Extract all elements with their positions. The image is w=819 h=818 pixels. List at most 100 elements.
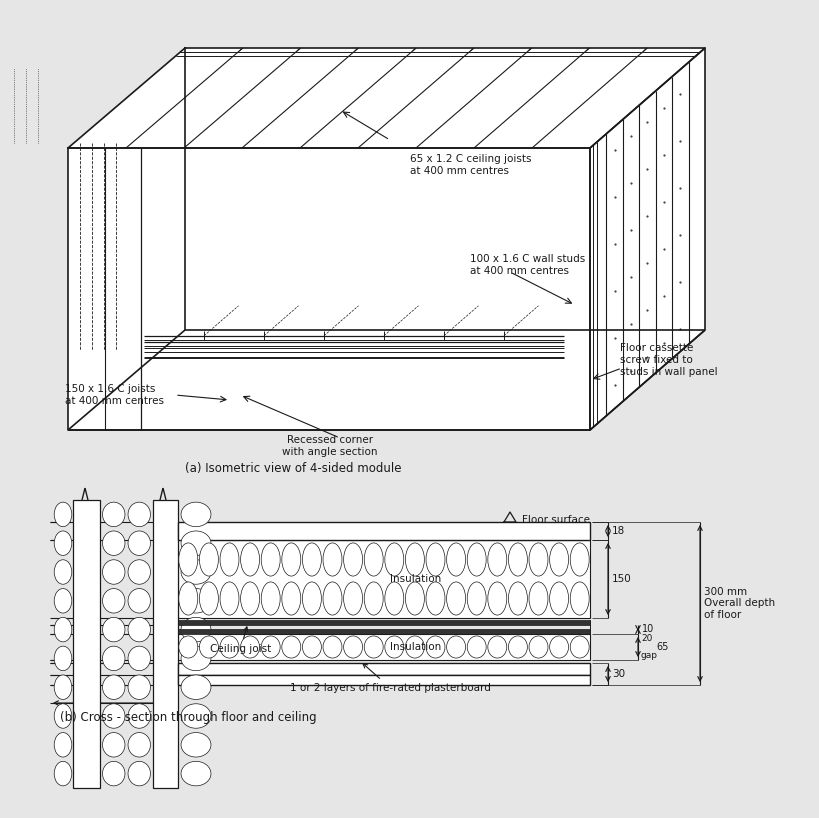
Ellipse shape <box>528 582 547 615</box>
Text: 1 or 2 layers of fire-rated plasterboard: 1 or 2 layers of fire-rated plasterboard <box>290 663 491 693</box>
Bar <box>178 634 590 660</box>
Ellipse shape <box>102 502 124 527</box>
Text: Floor cassette
screw fixed to
studs in wall panel: Floor cassette screw fixed to studs in w… <box>619 344 717 376</box>
Text: 150: 150 <box>611 574 631 584</box>
Ellipse shape <box>323 636 342 658</box>
Ellipse shape <box>179 582 197 615</box>
Text: Recessed corner
with angle section: Recessed corner with angle section <box>282 435 378 456</box>
Ellipse shape <box>128 589 151 613</box>
Ellipse shape <box>128 762 151 786</box>
Ellipse shape <box>508 543 527 576</box>
Ellipse shape <box>199 543 218 576</box>
Ellipse shape <box>181 589 210 613</box>
Ellipse shape <box>54 531 72 555</box>
Ellipse shape <box>128 703 151 728</box>
Ellipse shape <box>343 582 362 615</box>
Ellipse shape <box>54 560 72 584</box>
Ellipse shape <box>302 543 321 576</box>
Ellipse shape <box>240 543 260 576</box>
Ellipse shape <box>128 646 151 671</box>
Ellipse shape <box>181 703 210 728</box>
Ellipse shape <box>128 733 151 757</box>
Ellipse shape <box>181 675 210 699</box>
Ellipse shape <box>54 618 72 642</box>
Polygon shape <box>68 148 590 430</box>
Text: 20: 20 <box>640 634 652 643</box>
Ellipse shape <box>467 582 486 615</box>
Text: (a) Isometric view of 4-sided module: (a) Isometric view of 4-sided module <box>185 462 401 475</box>
Ellipse shape <box>343 543 362 576</box>
Ellipse shape <box>302 636 321 658</box>
Ellipse shape <box>343 636 362 658</box>
Ellipse shape <box>128 531 151 555</box>
Ellipse shape <box>240 582 260 615</box>
Ellipse shape <box>261 582 280 615</box>
Ellipse shape <box>102 733 124 757</box>
Text: 300 mm
Overall depth
of floor: 300 mm Overall depth of floor <box>704 587 774 620</box>
Ellipse shape <box>54 762 72 786</box>
Text: (b) Cross - section through floor and ceiling: (b) Cross - section through floor and ce… <box>60 711 316 724</box>
Ellipse shape <box>181 560 210 584</box>
Ellipse shape <box>219 636 238 658</box>
Ellipse shape <box>54 589 72 613</box>
Ellipse shape <box>179 543 197 576</box>
Ellipse shape <box>181 531 210 555</box>
Text: 65: 65 <box>655 642 667 652</box>
Ellipse shape <box>102 703 124 728</box>
Ellipse shape <box>405 582 424 615</box>
Ellipse shape <box>487 636 506 658</box>
Bar <box>178 675 590 685</box>
Text: 300: 300 <box>103 709 124 719</box>
Ellipse shape <box>446 582 465 615</box>
Ellipse shape <box>405 543 424 576</box>
Text: 18: 18 <box>611 526 624 536</box>
Ellipse shape <box>102 589 124 613</box>
Text: 30: 30 <box>611 669 624 679</box>
Ellipse shape <box>446 636 465 658</box>
Ellipse shape <box>219 582 238 615</box>
Ellipse shape <box>364 636 382 658</box>
Ellipse shape <box>181 733 210 757</box>
Ellipse shape <box>323 582 342 615</box>
Ellipse shape <box>323 543 342 576</box>
Ellipse shape <box>181 762 210 786</box>
Ellipse shape <box>54 733 72 757</box>
Bar <box>178 540 590 618</box>
Ellipse shape <box>426 582 445 615</box>
Ellipse shape <box>128 502 151 527</box>
Ellipse shape <box>102 531 124 555</box>
Text: 65 x 1.2 C ceiling joists
at 400 mm centres: 65 x 1.2 C ceiling joists at 400 mm cent… <box>410 155 531 176</box>
Ellipse shape <box>261 636 280 658</box>
Ellipse shape <box>54 646 72 671</box>
Ellipse shape <box>102 675 124 699</box>
Polygon shape <box>590 48 704 430</box>
Ellipse shape <box>487 582 506 615</box>
Ellipse shape <box>54 502 72 527</box>
Ellipse shape <box>219 543 238 576</box>
Ellipse shape <box>528 636 547 658</box>
Ellipse shape <box>302 582 321 615</box>
Ellipse shape <box>181 646 210 671</box>
Text: gap: gap <box>640 651 657 660</box>
Ellipse shape <box>102 618 124 642</box>
Text: 150 x 1.6 C joists
at 400 mm centres: 150 x 1.6 C joists at 400 mm centres <box>65 384 164 406</box>
Ellipse shape <box>384 636 403 658</box>
Ellipse shape <box>128 675 151 699</box>
Ellipse shape <box>426 636 445 658</box>
Ellipse shape <box>569 543 589 576</box>
Ellipse shape <box>128 560 151 584</box>
Bar <box>178 629 590 634</box>
Ellipse shape <box>549 636 568 658</box>
Ellipse shape <box>181 618 210 642</box>
Text: Insulation: Insulation <box>390 642 441 652</box>
Ellipse shape <box>508 636 527 658</box>
Ellipse shape <box>487 543 506 576</box>
Text: 10: 10 <box>641 624 654 635</box>
Bar <box>178 620 590 625</box>
Text: Insulation: Insulation <box>390 574 441 584</box>
Ellipse shape <box>282 582 301 615</box>
Ellipse shape <box>549 543 568 576</box>
Ellipse shape <box>102 646 124 671</box>
Ellipse shape <box>179 636 197 658</box>
Polygon shape <box>68 48 704 148</box>
